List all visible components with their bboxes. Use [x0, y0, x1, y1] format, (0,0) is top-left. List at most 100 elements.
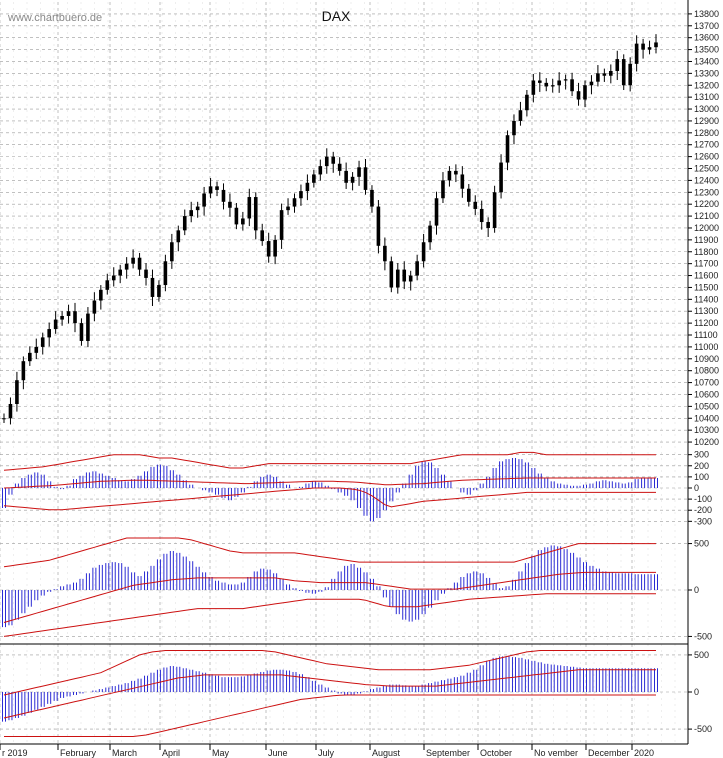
price-candle [150, 277, 155, 297]
price-candle [615, 59, 620, 71]
price-candle [454, 170, 458, 175]
oscillator-tick-label: -300 [694, 516, 712, 526]
price-candle [499, 162, 503, 193]
price-candle [34, 346, 39, 353]
price-candle [208, 186, 213, 194]
price-tick-label: 12500 [694, 164, 719, 174]
price-candle [182, 216, 187, 231]
price-candle [189, 210, 194, 217]
price-candle [15, 380, 19, 404]
price-candle [641, 43, 645, 50]
price-candle [337, 163, 342, 171]
price-candle [273, 239, 277, 257]
price-tick-label: 13700 [694, 21, 719, 31]
price-tick-label: 12000 [694, 223, 719, 233]
signal-line [3, 669, 656, 719]
price-candle [357, 167, 361, 177]
oscillator-tick-label: -500 [694, 631, 712, 641]
price-candle [292, 198, 297, 207]
x-tick-label: December [588, 748, 630, 758]
price-candle [144, 269, 148, 278]
price-candle [596, 73, 600, 82]
price-candle [402, 269, 407, 282]
price-tick-label: 10600 [694, 389, 719, 399]
price-tick-label: 10500 [694, 401, 719, 411]
price-candle [466, 188, 471, 202]
price-tick-label: 11000 [694, 342, 718, 352]
price-candle [583, 85, 587, 100]
price-candle [157, 285, 161, 297]
price-candle [266, 241, 271, 257]
price-candle [118, 269, 122, 276]
price-candle [441, 180, 445, 199]
price-candle [621, 59, 626, 86]
oscillator-panel-2 [2, 537, 658, 637]
price-tick-label: 13500 [694, 45, 719, 55]
price-candle [228, 201, 232, 208]
price-candle [512, 120, 516, 136]
x-tick-label: April [162, 748, 180, 758]
price-candle [53, 319, 58, 330]
price-candle [124, 263, 129, 270]
price-tick-label: 11100 [694, 330, 718, 340]
price-candle [531, 80, 536, 95]
price-tick-label: 12200 [694, 199, 719, 209]
price-candle [324, 156, 329, 167]
price-tick-label: 12100 [694, 211, 719, 221]
oscillator-tick-label: -500 [694, 724, 712, 734]
price-candle [86, 313, 90, 341]
watermark: www.chartbuero.de [7, 12, 102, 24]
grid-layer [0, 2, 688, 744]
x-tick-label: March [112, 748, 137, 758]
oscillator-tick-label: 300 [694, 450, 709, 460]
price-candle [563, 79, 568, 81]
price-candle [363, 167, 368, 190]
chart-title: DAX [322, 8, 351, 24]
price-candle [628, 63, 632, 86]
x-tick-label: October [480, 748, 512, 758]
price-candle [447, 170, 452, 181]
price-candle [312, 174, 316, 183]
lower-band-line [4, 694, 656, 737]
price-candle [79, 323, 84, 341]
price-candle [415, 261, 419, 276]
price-candle [370, 189, 374, 207]
price-tick-label: 12800 [694, 128, 719, 138]
price-candle [66, 311, 71, 316]
price-tick-label: 12400 [694, 175, 719, 185]
price-tick-label: 13600 [694, 33, 719, 43]
panel-layer [2, 34, 658, 737]
price-candle [389, 261, 394, 288]
upper-band-line [3, 650, 656, 696]
x-tick-label: September [426, 748, 470, 758]
price-candle [331, 156, 336, 164]
price-tick-label: 13100 [694, 92, 719, 102]
price-candle [279, 210, 284, 240]
price-candle [131, 257, 135, 264]
signal-line [3, 477, 656, 489]
price-tick-label: 11400 [694, 294, 718, 304]
upper-band-line [3, 451, 656, 471]
price-tick-label: 10700 [694, 378, 719, 388]
price-candle [176, 230, 181, 243]
oscillator-tick-label: 0 [694, 687, 699, 697]
oscillator-tick-label: -200 [694, 505, 712, 515]
oscillator-panel-3 [2, 650, 658, 737]
price-candle [318, 166, 323, 175]
oscillator-panel-1 [2, 451, 658, 522]
price-candle [376, 206, 381, 246]
oscillator-tick-label: 100 [694, 472, 709, 482]
price-candle [163, 261, 168, 286]
price-candle [28, 352, 32, 362]
price-candle [486, 222, 490, 228]
price-candle [350, 176, 355, 183]
price-candle [99, 289, 103, 301]
price-tick-label: 11500 [694, 282, 718, 292]
price-tick-label: 13400 [694, 56, 719, 66]
price-candle [202, 193, 206, 207]
price-candle [247, 197, 252, 219]
price-tick-label: 10800 [694, 366, 719, 376]
price-candle [550, 85, 555, 87]
